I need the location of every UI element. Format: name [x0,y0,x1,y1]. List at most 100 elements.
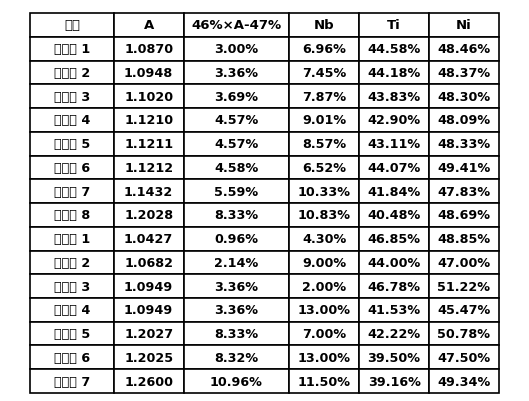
Bar [114,227,184,251]
Bar [114,85,184,109]
Text: 6.96%: 6.96% [303,43,346,56]
Bar [30,14,114,38]
Bar [30,109,114,132]
Bar [114,346,184,369]
Bar [289,156,359,180]
Bar [114,156,184,180]
Bar [114,369,184,393]
Text: 3.69%: 3.69% [214,91,259,103]
Text: 1.2028: 1.2028 [124,209,173,222]
Bar [289,109,359,132]
Text: 1.0870: 1.0870 [124,43,173,56]
Text: 51.22%: 51.22% [437,280,490,293]
Text: 实施例 5: 实施例 5 [54,138,90,151]
Text: 1.0949: 1.0949 [124,304,174,316]
Text: 41.53%: 41.53% [368,304,421,316]
Bar [184,61,289,85]
Text: 42.22%: 42.22% [368,327,421,340]
Text: 对比例 6: 对比例 6 [54,351,90,364]
Text: 46.78%: 46.78% [368,280,421,293]
Bar [30,180,114,204]
Bar [289,38,359,61]
Bar [30,203,114,227]
Text: 45.47%: 45.47% [437,304,490,316]
Text: 1.0949: 1.0949 [124,280,174,293]
Text: 11.50%: 11.50% [298,375,351,388]
Text: 43.83%: 43.83% [368,91,421,103]
Text: 48.37%: 48.37% [437,67,490,80]
Text: 实施例 4: 实施例 4 [54,114,90,127]
Text: 41.84%: 41.84% [368,185,421,198]
Text: 9.01%: 9.01% [302,114,346,127]
Text: A: A [143,19,154,32]
Text: 对比例 5: 对比例 5 [54,327,90,340]
Bar [114,180,184,204]
Text: 对比例 2: 对比例 2 [54,256,90,269]
Text: 48.09%: 48.09% [437,114,490,127]
Bar [184,369,289,393]
Text: 对比例 1: 对比例 1 [54,233,90,245]
Bar [429,180,499,204]
Bar [429,109,499,132]
Text: 1.2025: 1.2025 [124,351,173,364]
Text: Nb: Nb [314,19,334,32]
Bar [184,156,289,180]
Bar [184,180,289,204]
Text: 编号: 编号 [64,19,80,32]
Text: 49.41%: 49.41% [437,162,490,174]
Text: 48.30%: 48.30% [437,91,490,103]
Bar [30,275,114,298]
Text: 0.96%: 0.96% [214,233,259,245]
Text: 4.30%: 4.30% [302,233,346,245]
Text: 实施例 2: 实施例 2 [54,67,90,80]
Bar [359,85,429,109]
Bar [30,346,114,369]
Text: 48.69%: 48.69% [437,209,490,222]
Text: 50.78%: 50.78% [437,327,490,340]
Bar [184,298,289,322]
Bar [359,132,429,156]
Text: Ni: Ni [456,19,472,32]
Bar [184,251,289,275]
Bar [429,251,499,275]
Bar [114,251,184,275]
Text: 8.57%: 8.57% [302,138,346,151]
Text: 44.00%: 44.00% [368,256,421,269]
Text: 1.1432: 1.1432 [124,185,174,198]
Text: 1.0427: 1.0427 [124,233,174,245]
Text: 8.33%: 8.33% [214,209,259,222]
Bar [359,14,429,38]
Text: 3.36%: 3.36% [214,280,259,293]
Bar [30,156,114,180]
Bar [114,109,184,132]
Bar [184,38,289,61]
Text: Ti: Ti [387,19,401,32]
Bar [359,203,429,227]
Bar [429,38,499,61]
Text: 4.57%: 4.57% [214,114,259,127]
Bar [289,203,359,227]
Bar [114,275,184,298]
Bar [359,38,429,61]
Bar [30,227,114,251]
Bar [30,38,114,61]
Text: 3.36%: 3.36% [214,67,259,80]
Bar [359,227,429,251]
Bar [429,203,499,227]
Text: 48.33%: 48.33% [437,138,490,151]
Bar [429,322,499,346]
Bar [30,132,114,156]
Bar [289,61,359,85]
Bar [114,203,184,227]
Bar [114,132,184,156]
Bar [359,180,429,204]
Bar [359,298,429,322]
Bar [184,275,289,298]
Bar [289,227,359,251]
Bar [289,369,359,393]
Text: 47.50%: 47.50% [437,351,490,364]
Text: 7.00%: 7.00% [302,327,346,340]
Text: 5.59%: 5.59% [214,185,259,198]
Text: 10.33%: 10.33% [298,185,351,198]
Bar [359,346,429,369]
